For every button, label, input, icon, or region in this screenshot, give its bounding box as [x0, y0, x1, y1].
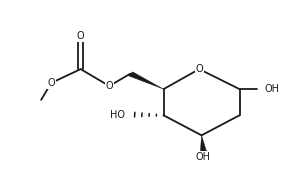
Polygon shape — [200, 135, 207, 151]
Text: O: O — [47, 78, 55, 88]
Text: OH: OH — [265, 84, 280, 94]
Polygon shape — [128, 72, 164, 89]
Text: O: O — [105, 81, 113, 91]
Text: OH: OH — [196, 152, 211, 162]
Text: HO: HO — [110, 110, 125, 120]
Text: O: O — [77, 31, 84, 41]
Text: O: O — [195, 64, 203, 74]
